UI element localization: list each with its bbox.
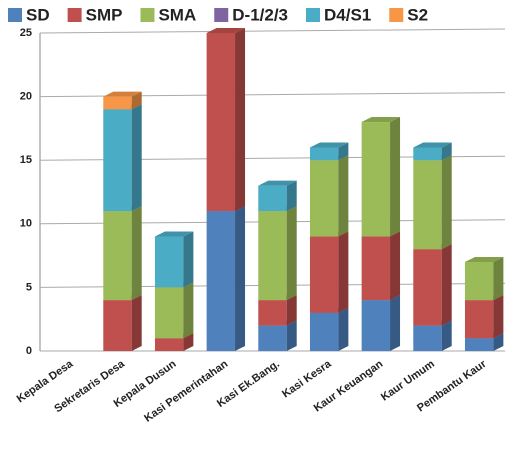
bar [154,287,184,339]
bar-side [493,256,504,301]
bar [154,338,184,351]
bar [103,211,132,301]
bar-top [103,91,142,97]
bar-side [131,206,142,301]
bar-top [464,256,504,262]
bar-side [338,231,349,313]
bar [309,312,339,351]
bar-side [286,295,297,326]
bar [464,261,494,301]
legend-swatch [67,8,82,22]
bar-top [361,117,401,123]
bar [309,160,339,237]
bar-side [441,142,452,161]
bar [413,325,442,351]
bar-side [183,282,194,339]
bar-side [338,142,349,161]
legend-swatch [140,8,155,22]
bar-side [286,180,297,212]
bar-top [413,142,452,148]
bar-side [390,295,401,351]
bar [154,236,184,288]
bar [413,147,442,161]
bar [206,211,236,351]
bar [464,338,494,351]
bar [413,249,442,326]
bar [258,300,287,326]
bar-side [338,155,349,237]
bar-side [493,295,504,339]
bar [309,147,339,161]
bar [361,236,391,301]
x-tick-label: Kasi Pemerintahan [142,358,230,425]
y-tick-label: 20 [20,91,32,103]
bar-top [154,231,194,237]
bar-side [235,206,246,351]
bar-top [258,180,297,186]
legend-swatch [214,8,229,22]
bar [103,109,132,212]
legend-label: SMP [86,5,123,24]
bar-side [441,320,452,351]
bar [258,325,287,351]
bar-side [183,333,194,351]
bar-side [441,244,452,326]
bar [413,160,442,250]
legend-swatch [306,8,320,22]
bar [361,300,391,351]
bar-side [338,307,349,351]
legend-swatch [8,8,22,22]
bar-side [441,155,452,250]
bar [103,300,132,351]
bar-side [183,231,194,288]
legend-label: D-1/2/3 [232,5,288,24]
bar-side [286,206,297,301]
bar-top [206,28,246,33]
bar-side [286,320,297,351]
legend-label: SD [26,5,50,24]
bar-side [390,231,401,301]
bar-side [390,117,401,237]
y-tick-label: 15 [20,154,32,166]
bar-top [309,142,349,148]
bar [258,185,287,212]
bar-side [131,295,142,351]
legend-label: SMA [158,5,196,24]
y-tick-label: 5 [26,281,32,293]
bar [361,122,391,237]
bar [309,236,339,313]
bar-side [493,333,504,351]
legend-swatch [389,8,404,22]
bar [258,211,287,301]
grid-line [39,28,506,34]
legend-label: S2 [407,5,428,24]
bar [206,33,236,212]
y-tick-label: 10 [20,218,32,230]
bar [103,96,132,110]
y-tick-label: 0 [26,345,32,357]
legend-label: D4/S1 [324,5,371,24]
bar-side [131,104,142,212]
y-tick-label: 25 [20,27,32,39]
bar-side [131,91,142,110]
bar-side [235,28,246,212]
bar [464,300,494,339]
